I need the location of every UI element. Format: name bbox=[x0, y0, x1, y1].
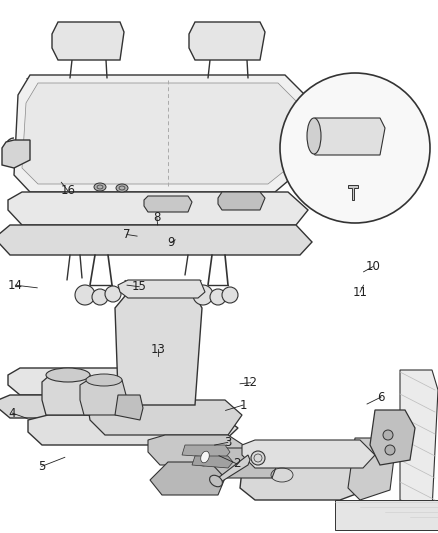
Circle shape bbox=[193, 285, 213, 305]
Polygon shape bbox=[242, 440, 375, 468]
Circle shape bbox=[92, 289, 108, 305]
Polygon shape bbox=[115, 290, 202, 405]
Polygon shape bbox=[8, 368, 168, 395]
Circle shape bbox=[222, 287, 238, 303]
Text: 3: 3 bbox=[224, 436, 231, 449]
Circle shape bbox=[385, 445, 395, 455]
Polygon shape bbox=[148, 435, 248, 465]
Polygon shape bbox=[400, 370, 438, 510]
Polygon shape bbox=[0, 395, 172, 418]
Polygon shape bbox=[28, 415, 238, 445]
Text: 7: 7 bbox=[123, 228, 131, 241]
Polygon shape bbox=[115, 395, 143, 420]
Polygon shape bbox=[150, 462, 225, 495]
Text: 4: 4 bbox=[8, 407, 16, 419]
Polygon shape bbox=[210, 448, 278, 478]
Ellipse shape bbox=[116, 184, 128, 192]
Polygon shape bbox=[192, 456, 233, 468]
Polygon shape bbox=[52, 22, 124, 60]
Circle shape bbox=[210, 289, 226, 305]
Polygon shape bbox=[348, 438, 395, 500]
Polygon shape bbox=[348, 185, 358, 200]
Polygon shape bbox=[144, 196, 192, 212]
Ellipse shape bbox=[251, 451, 265, 465]
Polygon shape bbox=[370, 410, 415, 465]
Ellipse shape bbox=[201, 451, 209, 463]
Polygon shape bbox=[2, 140, 30, 168]
Polygon shape bbox=[182, 445, 230, 458]
Circle shape bbox=[75, 285, 95, 305]
Ellipse shape bbox=[198, 448, 212, 466]
Polygon shape bbox=[22, 83, 298, 184]
Text: 16: 16 bbox=[60, 184, 75, 197]
Polygon shape bbox=[0, 225, 312, 255]
Text: 8: 8 bbox=[153, 211, 160, 224]
Ellipse shape bbox=[86, 374, 122, 386]
Polygon shape bbox=[218, 192, 265, 210]
Polygon shape bbox=[308, 118, 385, 155]
Polygon shape bbox=[335, 500, 438, 530]
Polygon shape bbox=[14, 75, 305, 192]
Ellipse shape bbox=[46, 368, 90, 382]
Text: 14: 14 bbox=[8, 279, 23, 292]
Text: 5: 5 bbox=[38, 460, 45, 473]
Circle shape bbox=[280, 73, 430, 223]
Polygon shape bbox=[189, 22, 265, 60]
Text: 12: 12 bbox=[243, 376, 258, 389]
Text: 9: 9 bbox=[167, 236, 175, 249]
Text: 10: 10 bbox=[366, 260, 381, 273]
Polygon shape bbox=[42, 375, 94, 415]
Ellipse shape bbox=[94, 183, 106, 191]
Polygon shape bbox=[118, 280, 205, 298]
Circle shape bbox=[383, 430, 393, 440]
Text: 2: 2 bbox=[233, 457, 240, 470]
Text: 6: 6 bbox=[377, 391, 385, 403]
Polygon shape bbox=[88, 400, 242, 435]
Text: 13: 13 bbox=[150, 343, 165, 356]
Ellipse shape bbox=[210, 475, 223, 487]
Polygon shape bbox=[216, 455, 250, 485]
Ellipse shape bbox=[307, 118, 321, 154]
Polygon shape bbox=[80, 380, 126, 415]
Circle shape bbox=[105, 286, 121, 302]
Polygon shape bbox=[8, 192, 308, 225]
Text: 15: 15 bbox=[132, 280, 147, 293]
Text: 1: 1 bbox=[239, 399, 247, 411]
Text: 11: 11 bbox=[353, 286, 367, 298]
Polygon shape bbox=[240, 455, 375, 500]
